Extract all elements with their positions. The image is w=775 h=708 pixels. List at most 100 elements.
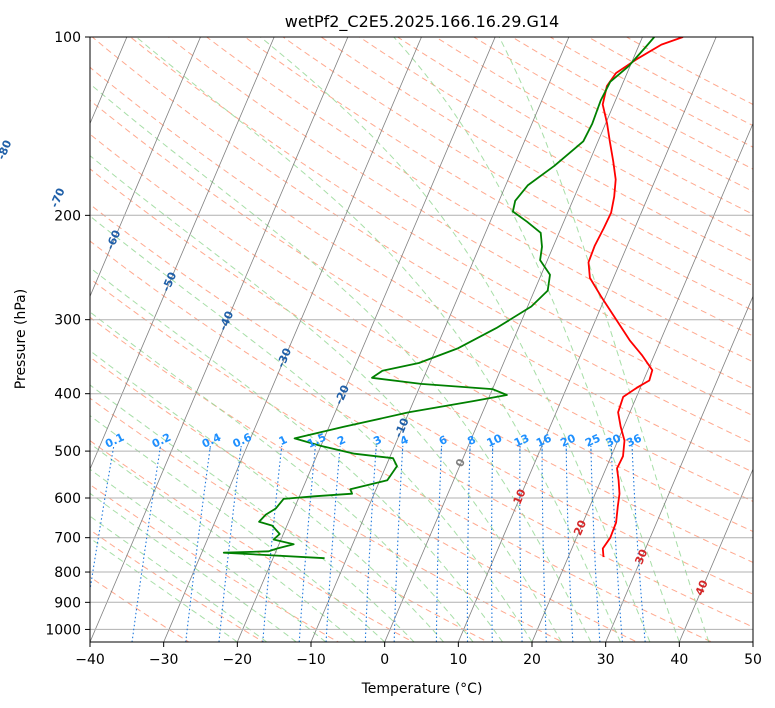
mixing-ratio-line xyxy=(610,445,623,642)
isotherm_labels_pos.1: 10 xyxy=(511,487,529,506)
isotherm-line xyxy=(0,24,59,654)
moist-adiabat xyxy=(90,350,444,642)
mixing_ratio_labels.1: 0.2 xyxy=(150,431,173,451)
isotherm_labels_neg.2: -80 xyxy=(0,138,15,162)
mixing-ratio-line xyxy=(364,445,377,642)
isotherm-line xyxy=(605,295,753,642)
isotherm_labels_pos.0: 0 xyxy=(453,456,468,468)
moist-adiabat xyxy=(90,311,474,642)
dry-adiabat xyxy=(90,576,190,642)
dry-adiabat xyxy=(91,37,753,445)
isotherm-line xyxy=(163,37,422,642)
mixing-ratio-line xyxy=(90,445,115,594)
moist-adiabat xyxy=(90,442,356,642)
x-tick-label: 20 xyxy=(523,652,541,668)
x-tick-label: −20 xyxy=(223,652,253,668)
dry-adiabat xyxy=(90,397,489,642)
dewpoint-line xyxy=(222,37,655,560)
moist-adiabat xyxy=(393,37,680,642)
dry-adiabat xyxy=(90,203,753,595)
x-axis-label: Temperature (°C) xyxy=(361,681,483,697)
dry-adiabat xyxy=(90,168,753,563)
x-tick-label: 40 xyxy=(670,652,688,668)
mixing-ratio-line xyxy=(565,445,574,642)
mixing-ratio-line xyxy=(131,445,162,642)
x-tick-label: 50 xyxy=(744,652,762,668)
isotherm_labels_pos.3: 30 xyxy=(632,547,650,566)
isotherm-line xyxy=(457,37,717,642)
dry-adiabat xyxy=(587,37,753,127)
x-tick-label: 10 xyxy=(449,652,467,668)
dry-adiabat xyxy=(282,37,753,312)
dry-adiabat xyxy=(244,37,753,337)
dry-adiabat xyxy=(90,440,414,642)
isotherm-line xyxy=(752,641,753,642)
moist-adiabat xyxy=(90,492,297,642)
dry-adiabat xyxy=(90,240,753,628)
temperature-line xyxy=(587,37,684,558)
isotherm_labels_neg.5: -50 xyxy=(159,270,179,294)
y-tick-label: 800 xyxy=(54,565,81,581)
moist-adiabat xyxy=(498,37,710,642)
mixing_ratio_labels.0: 0.1 xyxy=(103,431,126,451)
mixing-ratio-line xyxy=(325,445,341,642)
moist-adiabat xyxy=(90,215,533,642)
mixing_ratio_labels.11: 10 xyxy=(485,431,505,449)
moist-adiabat xyxy=(90,415,386,642)
isotherm_labels_neg.4: -60 xyxy=(104,228,124,252)
mixing-ratio-line xyxy=(466,445,471,642)
mixing_ratio_labels.16: 30 xyxy=(604,431,624,449)
y-tick-label: 300 xyxy=(54,313,81,329)
x-tick-label: −30 xyxy=(149,652,179,668)
isotherm-line xyxy=(384,37,643,642)
mixing-ratio-line xyxy=(298,445,316,642)
y-tick-label: 400 xyxy=(54,387,81,403)
mixing_ratio_labels.14: 20 xyxy=(558,431,578,449)
mixing_ratio_labels.7: 3 xyxy=(371,433,383,448)
isotherm_labels_neg.7: -30 xyxy=(274,346,294,370)
moist-adiabat xyxy=(90,155,562,642)
dry-adiabat xyxy=(167,37,753,389)
moist-adiabat xyxy=(90,537,238,642)
mixing_ratio_labels.12: 13 xyxy=(512,432,531,450)
isotherm_labels_pos.2: 20 xyxy=(571,518,589,537)
mixing-ratio-line xyxy=(490,445,494,642)
dry-adiabat xyxy=(396,37,753,239)
y-tick-label: 500 xyxy=(54,444,81,460)
isotherm_labels_neg.3: -70 xyxy=(48,186,68,210)
x-tick-label: −40 xyxy=(75,652,105,668)
mixing_ratio_labels.17: 36 xyxy=(624,431,644,449)
isotherm_labels_neg.8: -20 xyxy=(332,383,352,407)
y-tick-label: 900 xyxy=(54,595,81,611)
y-tick-label: 600 xyxy=(54,491,81,507)
moist-adiabat xyxy=(90,515,268,642)
x-tick-label: 0 xyxy=(380,652,389,668)
mixing_ratio_labels.8: 4 xyxy=(398,433,411,448)
mixing_ratio_labels.13: 16 xyxy=(534,431,554,449)
x-tick-label: 30 xyxy=(597,652,615,668)
y-tick-label: 100 xyxy=(54,30,81,46)
mixing-ratio-line xyxy=(185,445,211,642)
dry-adiabat xyxy=(320,37,753,287)
mixing_ratio_labels.3: 0.6 xyxy=(231,430,254,450)
dry-adiabat xyxy=(90,483,340,642)
isotherm-line xyxy=(90,37,349,642)
chart-title: wetPf2_C2E5.2025.166.16.29.G14 xyxy=(285,12,559,32)
dry-adiabat xyxy=(205,37,753,363)
isotherm-line xyxy=(90,37,275,471)
isotherm_labels_neg.6: -40 xyxy=(216,309,236,333)
isotherm-line xyxy=(531,122,753,642)
mixing-ratio-line xyxy=(435,445,443,642)
isotherm-line xyxy=(678,468,753,642)
dry-adiabat xyxy=(129,37,753,417)
moist-adiabat xyxy=(90,267,503,642)
mixing-ratio-line xyxy=(519,445,523,642)
dry-adiabat xyxy=(90,66,753,473)
mixing_ratio_labels.15: 25 xyxy=(583,432,602,450)
y-tick-label: 700 xyxy=(54,531,81,547)
mixing-ratio-line xyxy=(541,445,547,642)
dry-adiabat xyxy=(90,316,639,642)
mixing-ratio-line xyxy=(393,445,404,642)
dry-adiabat xyxy=(90,133,753,533)
